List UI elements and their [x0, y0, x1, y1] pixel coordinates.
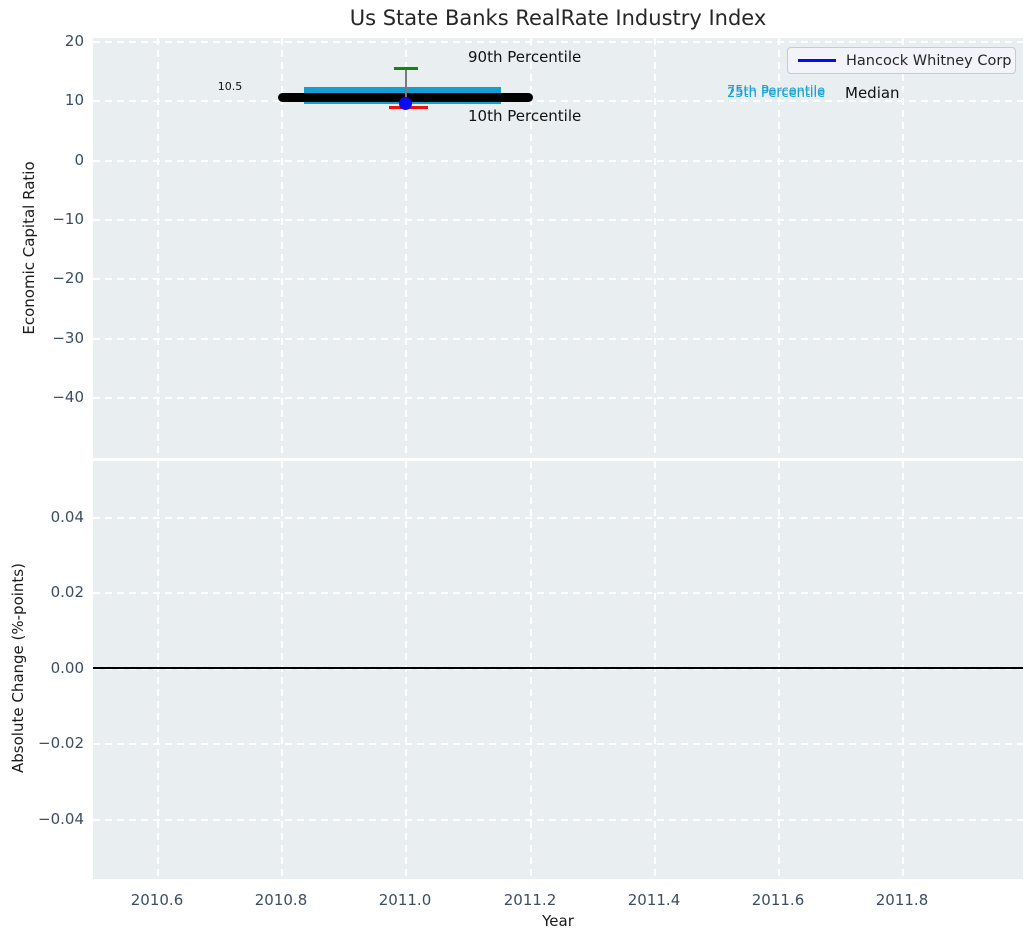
- gridline: [902, 461, 904, 879]
- y-tick-label: 0: [74, 151, 84, 169]
- p75-annotation: 75th Percentile: [727, 84, 826, 99]
- x-tick-label: 2011.8: [875, 891, 929, 909]
- gridline: [157, 38, 159, 458]
- company-data-point: [399, 97, 412, 110]
- zero-change-line: [93, 667, 1023, 669]
- legend-line-sample-icon: [798, 59, 836, 62]
- gridline: [93, 100, 1023, 102]
- y-tick-label: 0.00: [50, 659, 84, 677]
- x-tick-label: 2010.8: [254, 891, 308, 909]
- y-tick-label: −10: [52, 210, 84, 228]
- x-axis-label: Year: [542, 912, 574, 930]
- gridline: [93, 743, 1023, 745]
- bottom-plot-area: [93, 461, 1023, 879]
- x-tick-label: 2011.6: [751, 891, 805, 909]
- y-tick-label: 20: [64, 32, 84, 50]
- chart-title: Us State Banks RealRate Industry Index: [349, 6, 767, 30]
- p10-annotation: 10th Percentile: [468, 107, 582, 125]
- gridline: [530, 461, 532, 879]
- x-tick-label: 2011.0: [378, 891, 432, 909]
- gridline: [778, 461, 780, 879]
- y-tick-label: −40: [52, 388, 84, 406]
- legend-box: Hancock Whitney Corp: [787, 47, 1016, 74]
- top-plot-area: 10.5 90th Percentile 10th Percentile 75t…: [93, 38, 1023, 458]
- gridline: [654, 38, 656, 458]
- gridline: [93, 41, 1023, 43]
- p90-whisker-cap: [394, 67, 418, 70]
- gridline: [93, 278, 1023, 280]
- gridline: [93, 819, 1023, 821]
- gridline: [93, 219, 1023, 221]
- gridline: [93, 338, 1023, 340]
- gridline: [93, 397, 1023, 399]
- legend-entry-label: Hancock Whitney Corp: [846, 52, 1012, 69]
- gridline: [93, 592, 1023, 594]
- y-tick-label: 0.04: [50, 508, 84, 526]
- gridline: [93, 668, 1023, 670]
- gridline: [530, 38, 532, 458]
- y-tick-label: −20: [52, 269, 84, 287]
- gridline: [281, 38, 283, 458]
- top-y-axis-label: Economic Capital Ratio: [20, 161, 38, 335]
- bottom-y-axis-label: Absolute Change (%-points): [9, 563, 27, 773]
- y-tick-label: 10: [64, 91, 84, 109]
- gridline: [405, 461, 407, 879]
- y-tick-label: −0.02: [38, 734, 84, 752]
- median-value-annotation: 10.5: [217, 80, 243, 93]
- median-annotation: Median: [845, 84, 900, 102]
- gridline: [902, 38, 904, 458]
- y-tick-label: −0.04: [38, 810, 84, 828]
- x-tick-label: 2011.4: [627, 891, 681, 909]
- y-tick-label: −30: [52, 329, 84, 347]
- p25-annotation: 25th Percentile: [727, 86, 826, 101]
- whisker-line: [405, 68, 407, 104]
- gridline: [93, 160, 1023, 162]
- gridline: [157, 461, 159, 879]
- x-tick-label: 2010.6: [130, 891, 184, 909]
- gridline: [405, 38, 407, 458]
- y-tick-label: 0.02: [50, 583, 84, 601]
- x-tick-label: 2011.2: [503, 891, 557, 909]
- p90-annotation: 90th Percentile: [468, 48, 582, 66]
- gridline: [281, 461, 283, 879]
- gridline: [93, 517, 1023, 519]
- gridline: [778, 38, 780, 458]
- gridline: [654, 461, 656, 879]
